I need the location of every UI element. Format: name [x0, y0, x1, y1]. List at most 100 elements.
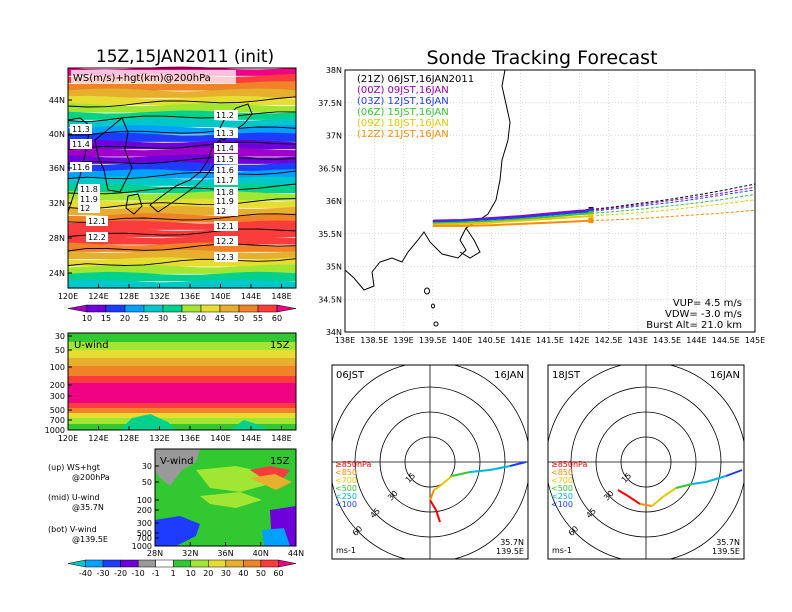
hodo-trace [451, 471, 471, 477]
map-lat-tick: 28N [49, 234, 65, 243]
track-legend-entry: (00Z) 09JST,16JAN [357, 85, 449, 96]
uv-colorbar-label: 50 [256, 569, 266, 578]
ws-colorbar-label: 30 [158, 314, 168, 323]
vwind-p-tick: 300 [137, 519, 152, 528]
ws-colorbar-label: 50 [234, 314, 244, 323]
contour-label: 11.7 [216, 176, 234, 185]
pressure-legend-entry: <850 [335, 468, 357, 477]
contour-label: 12.1 [216, 222, 234, 231]
hodo-trace [725, 469, 743, 477]
panel-legend: (up) WS+hgt @200hPa (mid) U-wind @35.7N … [48, 463, 110, 544]
uwind-lon-tick: 132E [149, 434, 169, 443]
contour-label: 12 [216, 207, 226, 216]
track-dashed [590, 199, 756, 217]
legend-mid2: @35.7N [72, 503, 104, 512]
uv-colorbar-label: 30 [221, 569, 231, 578]
map-lat-tick: 40N [49, 130, 65, 139]
hodo-date: 16JAN [710, 370, 740, 381]
uwind-p-tick: 100 [50, 363, 65, 372]
uv-colorbar-label: -20 [114, 569, 127, 578]
uwind-lon-tick: 124E [88, 434, 108, 443]
track-lat-tick: 38N [326, 66, 342, 75]
contour-label: 11.3 [216, 129, 234, 138]
uv-colorbar-label: 40 [238, 569, 248, 578]
pressure-legend-entry: <250 [335, 492, 357, 501]
vwind-time: 15Z [270, 456, 290, 467]
contour-label: 11.2 [216, 111, 234, 120]
uv-colorbar-label: 10 [186, 569, 196, 578]
hodo-trace [627, 495, 641, 505]
hodo-trace [639, 503, 653, 507]
vwind-lat-tick: 40N [253, 549, 269, 558]
hodo-units: ms-1 [336, 546, 356, 555]
hodo-trace [435, 509, 441, 523]
uwind-time: 15Z [270, 340, 290, 351]
uwind-lon-tick: 120E [58, 434, 78, 443]
uwind-lon-tick: 148E [271, 434, 291, 443]
contour-label: 12.2 [88, 233, 106, 242]
track-lat-tick: 35N [326, 263, 342, 272]
ws-hgt-map: WS(m/s)+hgt(km)@200hPa 11.311.411.611.81… [49, 66, 297, 301]
track-lat-tick: 37.5N [318, 99, 342, 108]
ws-colorbar-label: 55 [253, 314, 263, 323]
vwind-p-tick: 1000 [132, 542, 152, 551]
track-lon-tick: 143E [628, 336, 648, 345]
contour-label: 11.6 [216, 166, 234, 175]
hodo-trace [429, 489, 435, 501]
ws-colorbar-label: 10 [82, 314, 92, 323]
uwind-label: U-wind [74, 340, 109, 351]
track-lat-tick: 34.5N [318, 295, 342, 304]
vwind-lat-tick: 44N [288, 549, 304, 558]
contour-label: 11.4 [216, 144, 234, 153]
map-lon-tick: 128E [119, 292, 139, 301]
uv-colorbar-label: 60 [273, 569, 283, 578]
hodo-trace [651, 495, 665, 507]
vwind-lat-tick: 32N [182, 549, 198, 558]
hodo-trace [663, 487, 677, 497]
contour-label: 11.3 [72, 125, 90, 134]
track-dashed [590, 183, 756, 210]
contour-label: 11.8 [216, 188, 234, 197]
vwind-p-tick: 200 [137, 506, 152, 515]
hodo-time: 18JST [552, 370, 581, 381]
map-lon-tick: 148E [271, 292, 291, 301]
map-lon-tick: 140E [210, 292, 230, 301]
uwind-p-tick: 50 [55, 346, 65, 355]
legend-mid: (mid) U-wind [48, 493, 100, 502]
ws-colorbar-label: 20 [120, 314, 130, 323]
track-solid [432, 212, 592, 225]
map-lat-tick: 36N [49, 164, 65, 173]
track-legend-entry: (12Z) 21JST,16JAN [357, 129, 449, 140]
contour-label: 12.1 [88, 217, 106, 226]
track-dashed [590, 189, 756, 212]
ws-colorbar-label: 25 [139, 314, 149, 323]
hodo-trace [433, 485, 441, 491]
track-lon-tick: 145E [745, 336, 765, 345]
track-legend-entry: (21Z) 06JST,16JAN2011 [357, 74, 474, 85]
track-legend-entry: (03Z) 12JST,16JAN [357, 96, 449, 107]
track-lon-tick: 142E [569, 336, 589, 345]
vdw-label: VDW= -3.0 m/s [665, 309, 742, 320]
hodo-trace [509, 461, 527, 467]
legend-bot2: @139.5E [72, 535, 108, 544]
track-lon-tick: 139E [393, 336, 413, 345]
contour-label: 12.3 [216, 253, 234, 262]
pressure-legend-entry: <500 [551, 484, 573, 493]
vwind-p-tick: 500 [137, 529, 152, 538]
track-solid [432, 210, 592, 223]
track-lon-tick: 144.5E [712, 336, 740, 345]
uv-colorbar-label: 20 [203, 569, 213, 578]
track-legend-entry: (06Z) 15JST,16JAN [357, 107, 449, 118]
hodo-trace [617, 489, 629, 497]
pressure-legend-entry: <500 [335, 484, 357, 493]
hodo-trace [675, 483, 693, 489]
track-lon-tick: 141E [511, 336, 531, 345]
burst-marker [588, 213, 594, 219]
track-lat-tick: 34N [326, 328, 342, 337]
contour-label: 11.9 [80, 195, 98, 204]
vwind-lat-tick: 28N [147, 549, 163, 558]
